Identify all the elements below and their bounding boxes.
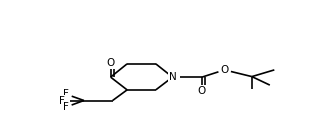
Text: O: O (220, 65, 229, 75)
Text: O: O (198, 86, 206, 96)
Text: F: F (59, 95, 65, 106)
Text: N: N (169, 72, 176, 82)
Text: O: O (107, 58, 115, 68)
Text: F: F (63, 89, 69, 99)
Text: F: F (63, 102, 69, 112)
